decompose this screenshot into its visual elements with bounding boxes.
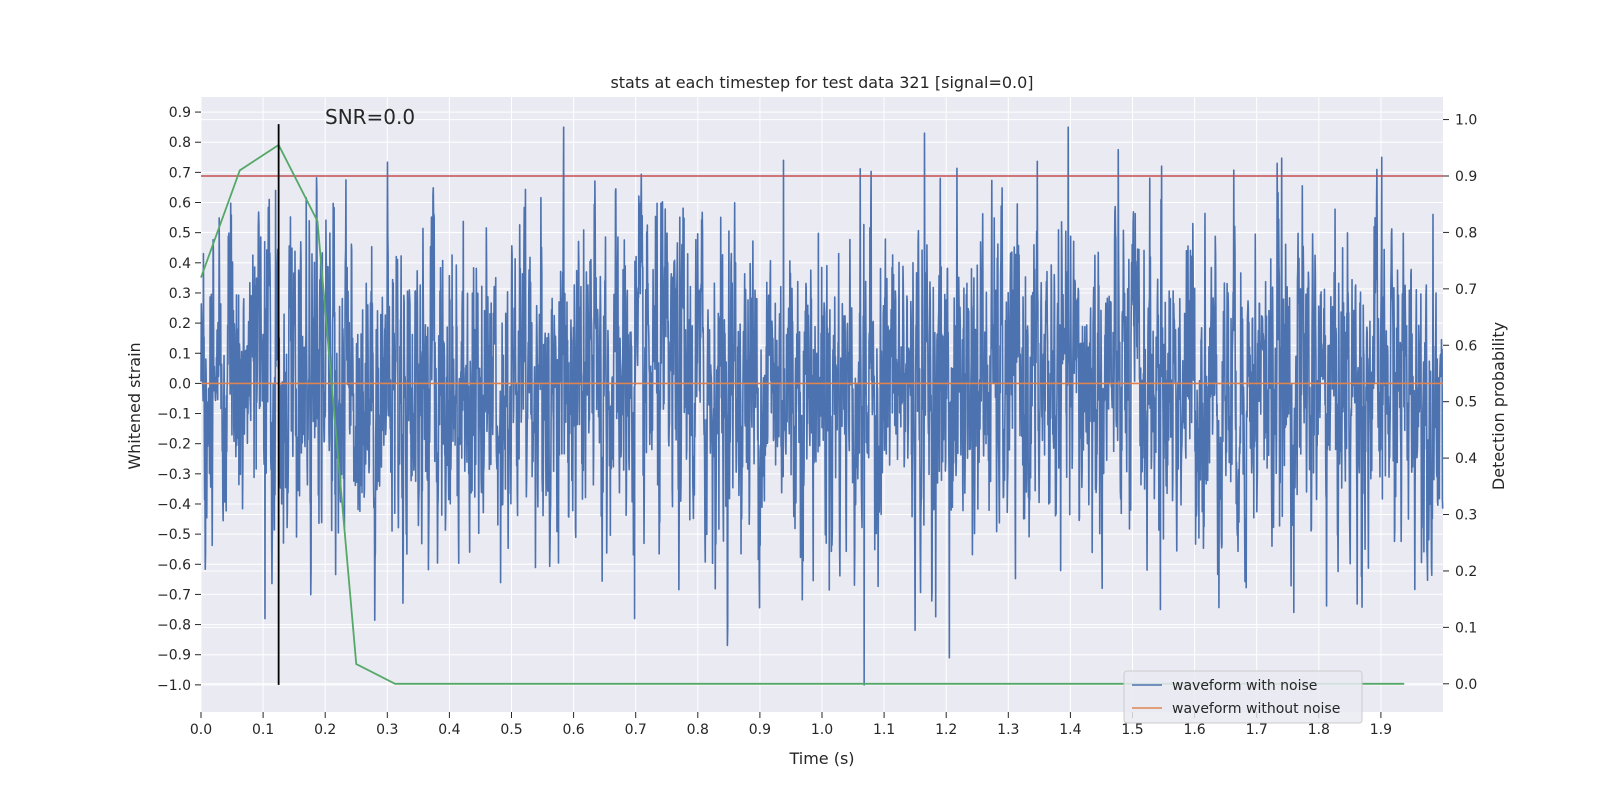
y-left-tick-label: 0.6 bbox=[169, 196, 191, 212]
x-tick-label: 1.7 bbox=[1246, 722, 1268, 738]
y-left-axis-label: Whitened strain bbox=[125, 342, 144, 469]
y-right-tick-label: 0.3 bbox=[1455, 508, 1477, 524]
y-right-tick-label: 0.9 bbox=[1455, 169, 1477, 185]
y-left-tick-label: 0.8 bbox=[169, 135, 191, 151]
y-left-tick-label: −0.9 bbox=[157, 648, 191, 664]
x-tick-label: 0.9 bbox=[749, 722, 771, 738]
chart-title: stats at each timestep for test data 321… bbox=[610, 73, 1033, 92]
x-tick-label: 0.6 bbox=[562, 722, 584, 738]
y-right-tick-label: 0.6 bbox=[1455, 338, 1477, 354]
x-tick-label: 0.0 bbox=[190, 722, 212, 738]
y-right-tick-label: 0.8 bbox=[1455, 225, 1477, 241]
y-right-tick-label: 0.1 bbox=[1455, 620, 1477, 636]
y-left-axis-ticks: 0.9 0.8 0.7 0.6 0.5 0.4 0.3 0.2 0.1 0.0 −0.1 −0.2 −0… bbox=[157, 105, 201, 694]
x-tick-label: 1.3 bbox=[997, 722, 1019, 738]
series-waveform-with-noise bbox=[200, 126, 1444, 686]
y-right-tick-label: 0.0 bbox=[1455, 677, 1477, 693]
y-left-tick-label: −0.7 bbox=[157, 587, 191, 603]
y-right-tick-label: 0.4 bbox=[1455, 451, 1477, 467]
y-left-tick-label: −0.5 bbox=[157, 527, 191, 543]
x-tick-label: 0.5 bbox=[500, 722, 522, 738]
y-left-tick-label: −0.4 bbox=[157, 497, 191, 513]
y-right-tick-label: 0.5 bbox=[1455, 395, 1477, 411]
y-right-axis-label: Detection probability bbox=[1489, 322, 1508, 490]
y-left-tick-label: 0.5 bbox=[169, 226, 191, 242]
x-tick-label: 1.8 bbox=[1308, 722, 1330, 738]
x-tick-label: 0.4 bbox=[438, 722, 460, 738]
y-right-tick-label: 0.7 bbox=[1455, 282, 1477, 298]
x-tick-label: 0.3 bbox=[376, 722, 398, 738]
y-left-tick-label: 0.9 bbox=[169, 105, 191, 121]
y-left-tick-label: 0.3 bbox=[169, 286, 191, 302]
y-left-tick-label: −0.8 bbox=[157, 618, 191, 634]
y-right-tick-label: 0.2 bbox=[1455, 564, 1477, 580]
y-right-tick-label: 1.0 bbox=[1455, 113, 1477, 129]
legend: waveform with noise waveform without noi… bbox=[1123, 670, 1363, 724]
legend-label-clean: waveform without noise bbox=[1172, 701, 1340, 717]
snr-annotation: SNR=0.0 bbox=[325, 105, 415, 129]
y-left-tick-label: 0.2 bbox=[169, 316, 191, 332]
x-tick-label: 0.1 bbox=[252, 722, 274, 738]
x-tick-label: 0.2 bbox=[314, 722, 336, 738]
x-tick-label: 1.9 bbox=[1370, 722, 1392, 738]
x-tick-label: 0.7 bbox=[625, 722, 647, 738]
y-left-tick-label: 0.4 bbox=[169, 256, 191, 272]
y-left-tick-label: −0.2 bbox=[157, 437, 191, 453]
y-left-tick-label: 0.1 bbox=[169, 346, 191, 362]
y-left-tick-label: 0.7 bbox=[169, 165, 191, 181]
x-tick-label: 1.2 bbox=[935, 722, 957, 738]
x-tick-label: 1.6 bbox=[1183, 722, 1205, 738]
y-left-tick-label: −0.3 bbox=[157, 467, 191, 483]
x-tick-label: 1.5 bbox=[1121, 722, 1143, 738]
x-tick-label: 1.1 bbox=[873, 722, 895, 738]
legend-box bbox=[1123, 670, 1363, 724]
y-left-tick-label: −0.1 bbox=[157, 407, 191, 423]
y-left-tick-label: −0.6 bbox=[157, 557, 191, 573]
legend-label-noise: waveform with noise bbox=[1172, 678, 1317, 694]
waveform-with-noise-line bbox=[200, 126, 1444, 686]
x-tick-label: 1.4 bbox=[1059, 722, 1081, 738]
y-right-axis-ticks: 1.0 0.9 0.8 0.7 0.6 0.5 0.4 0.3 0.2 0.1 0.0 bbox=[1443, 113, 1477, 693]
x-tick-label: 0.8 bbox=[687, 722, 709, 738]
y-left-tick-label: −1.0 bbox=[157, 678, 191, 694]
x-tick-label: 1.0 bbox=[811, 722, 833, 738]
x-axis-ticks: 0.0 0.1 0.2 0.3 0.4 0.5 0.6 0.7 0.8 0.9 1.0 1.1 1.2 1… bbox=[190, 712, 1392, 738]
y-left-tick-label: 0.0 bbox=[169, 376, 191, 392]
x-axis-label: Time (s) bbox=[788, 749, 854, 768]
